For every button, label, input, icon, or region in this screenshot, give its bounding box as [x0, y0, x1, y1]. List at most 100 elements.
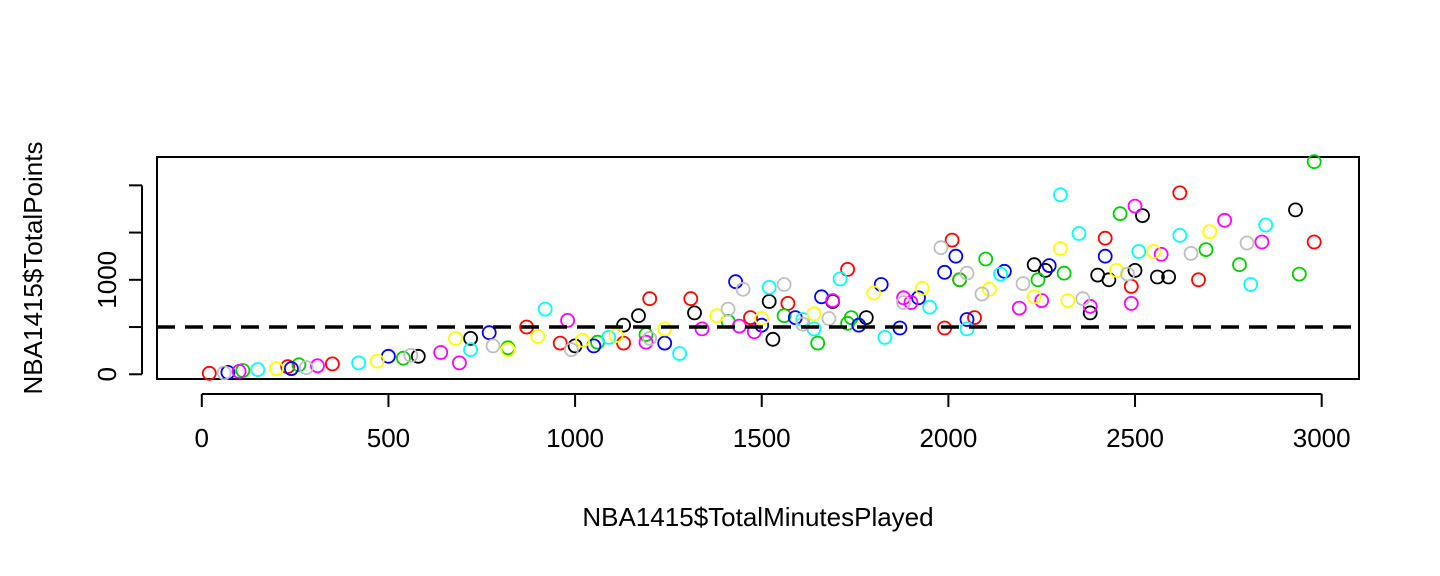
data-point-s2-19: [840, 315, 855, 331]
data-point-s7-6: [735, 281, 751, 297]
data-point-s4-18: [922, 299, 938, 315]
data-point-s7-4: [564, 342, 579, 358]
data-point-s4-6: [761, 279, 777, 295]
data-point-s4-12: [1053, 187, 1068, 203]
data-point-s4-9: [877, 329, 893, 345]
data-point-s1-6: [642, 291, 658, 307]
y-axis: 0 1000: [92, 184, 143, 382]
data-point-s5-16: [1217, 212, 1232, 228]
data-point-s7-19: [974, 286, 990, 302]
data-point-s3-17: [1097, 248, 1113, 264]
data-point-s4-5: [672, 346, 687, 361]
data-point-s6-16: [1146, 244, 1162, 259]
data-point-s7-7: [776, 277, 792, 292]
data-point-s4-14: [1131, 244, 1147, 259]
data-point-s5-1: [310, 358, 325, 374]
data-point-s3-1: [283, 361, 299, 377]
data-point-s6-17: [1202, 224, 1218, 240]
data-point-s1-14: [1097, 230, 1113, 246]
data-point-s5-18: [694, 321, 710, 337]
x-tick-label-0: 0: [195, 423, 209, 453]
data-point-s7-10: [933, 240, 949, 256]
data-point-s6-19: [575, 332, 590, 348]
data-point-s6-1: [369, 353, 385, 369]
x-tick-label-6: 3000: [1293, 423, 1351, 453]
data-point-s3-6: [728, 274, 743, 290]
data-point-s4-16: [1243, 277, 1259, 292]
x-axis: 0 500 1000 1500 2000 2500 3000: [195, 393, 1351, 453]
data-point-s1-7: [683, 291, 699, 307]
data-point-s2-14: [1112, 206, 1128, 222]
data-point-s1-18: [1306, 234, 1322, 250]
data-point-s0-16: [1150, 269, 1165, 285]
data-point-s0-0: [410, 348, 426, 364]
data-point-s1-11: [944, 232, 960, 248]
data-point-s7-18: [795, 316, 811, 332]
data-point-s3-3: [481, 325, 497, 341]
data-point-s6-12: [1026, 289, 1042, 305]
data-point-s5-0: [231, 363, 247, 379]
data-point-s4-2: [463, 342, 479, 358]
x-tick-label-5: 2500: [1106, 423, 1164, 453]
data-point-s6-5: [608, 328, 624, 343]
data-point-s6-2: [448, 330, 464, 346]
data-point-s0-1: [463, 330, 479, 346]
data-point-s0-18: [1288, 202, 1303, 218]
data-point-s0-17: [1161, 269, 1176, 285]
x-axis-title: NBA1415$TotalMinutesPlayed: [582, 502, 933, 532]
data-point-s6-9: [866, 285, 882, 301]
data-point-s3-10: [873, 277, 889, 292]
data-point-s6-8: [806, 306, 822, 322]
data-point-s7-13: [1075, 291, 1091, 307]
data-point-s0-19: [1082, 305, 1098, 321]
data-point-s1-8: [743, 310, 758, 326]
data-point-s7-15: [1183, 245, 1199, 261]
data-point-s5-14: [1127, 198, 1143, 214]
data-point-s6-0: [269, 361, 284, 377]
data-point-s1-13: [967, 310, 982, 326]
y-tick-label-0: 0: [92, 367, 122, 381]
data-point-s7-5: [642, 330, 658, 346]
data-point-s1-16: [1172, 185, 1188, 201]
data-point-s5-7: [825, 293, 841, 309]
data-point-s0-14: [1127, 262, 1143, 278]
data-point-s1-5: [616, 335, 631, 351]
plot-frame: [156, 156, 1360, 380]
data-point-s4-4: [601, 329, 617, 345]
data-point-s6-3: [500, 342, 516, 358]
data-point-s2-12: [1030, 272, 1046, 288]
data-point-s3-16: [1041, 258, 1057, 274]
data-point-s2-13: [1056, 265, 1072, 281]
data-point-s5-12: [1082, 298, 1098, 314]
data-point-s6-14: [1060, 293, 1076, 309]
data-point-s0-6: [761, 294, 777, 309]
data-point-s7-14: [1120, 266, 1135, 282]
data-point-s6-6: [709, 308, 725, 324]
data-point-s0-13: [1101, 272, 1117, 288]
data-point-s1-15: [1123, 278, 1139, 294]
data-point-s0-5: [687, 305, 702, 321]
data-point-s0-7: [765, 331, 781, 347]
data-point-s4-17: [1258, 217, 1274, 233]
data-point-s5-15: [1153, 246, 1169, 262]
data-point-s3-11: [911, 290, 926, 306]
data-point-s0-15: [1135, 208, 1150, 224]
data-point-s3-15: [997, 263, 1012, 279]
data-point-s0-3: [616, 317, 631, 333]
data-point-s7-2: [403, 347, 419, 363]
data-point-s7-0: [216, 365, 232, 381]
x-tick-label-1: 500: [367, 423, 410, 453]
data-point-s7-8: [821, 311, 837, 326]
data-point-s5-5: [638, 334, 654, 350]
x-tick-label-2: 1000: [546, 423, 604, 453]
data-point-s4-11: [993, 266, 1008, 282]
data-points: [201, 154, 1322, 381]
data-point-s5-13: [1123, 295, 1139, 311]
data-point-s5-8: [896, 290, 911, 306]
data-point-s1-17: [1191, 272, 1206, 288]
data-point-s5-9: [903, 295, 919, 310]
data-point-s4-3: [537, 301, 553, 317]
data-point-s0-9: [858, 310, 874, 326]
data-point-s4-13: [1071, 226, 1087, 241]
